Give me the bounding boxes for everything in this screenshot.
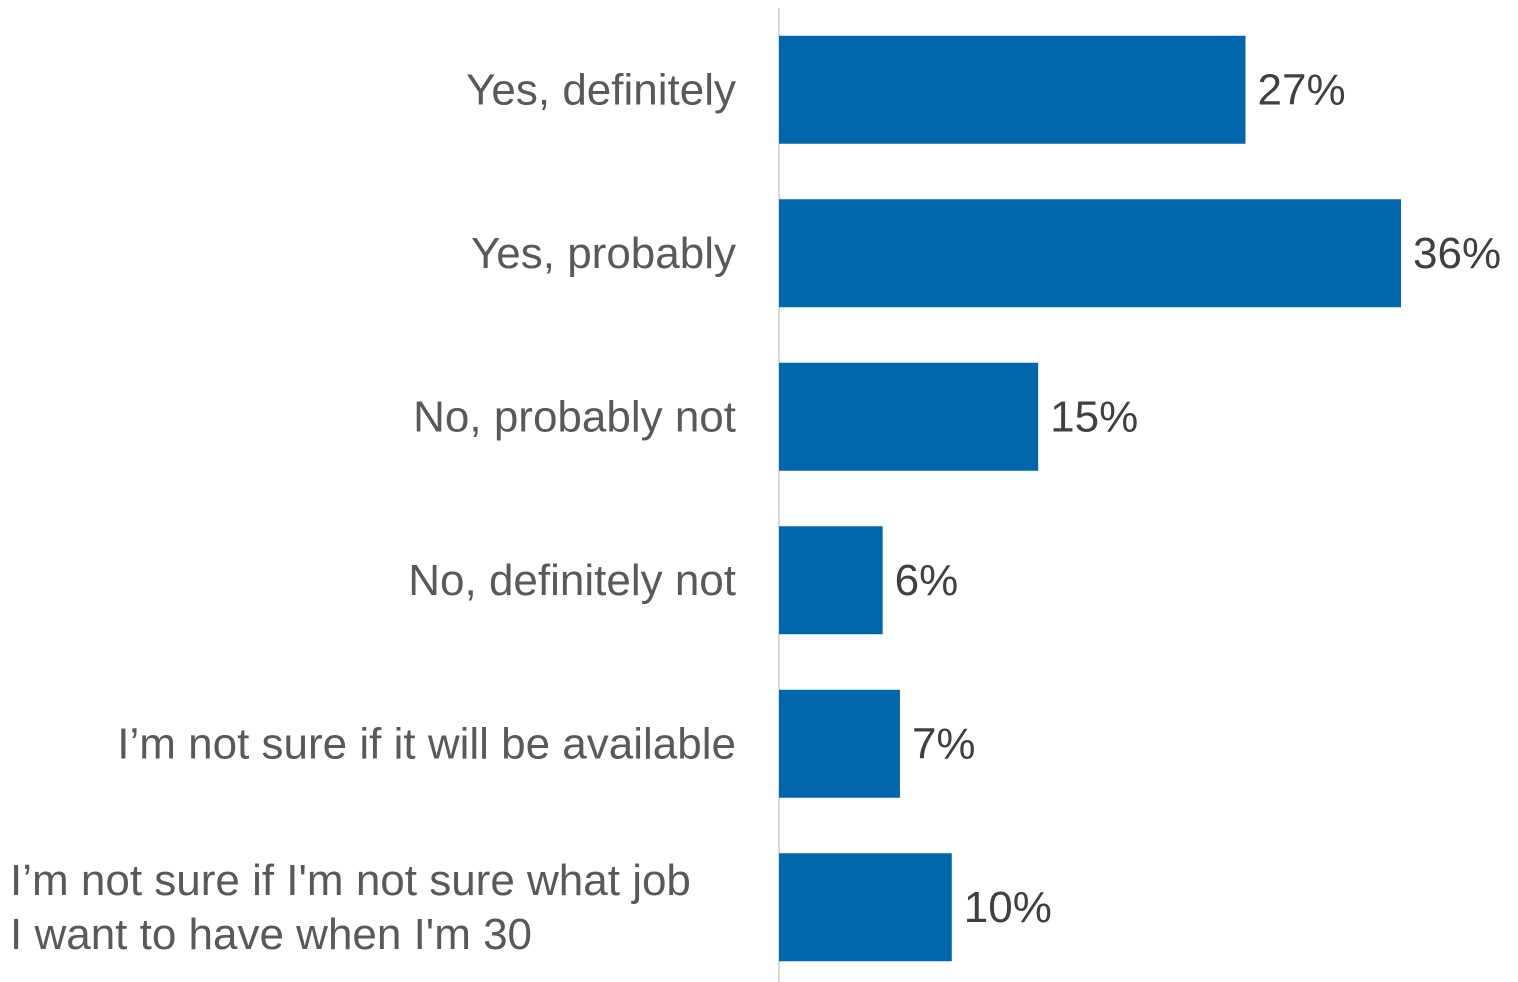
category-label-2-line-0: No, probably not [413, 392, 736, 441]
value-label-2: 15% [1050, 392, 1138, 441]
category-label-2: No, probably not [413, 392, 736, 441]
category-label-0: Yes, definitely [466, 65, 736, 114]
value-label-0: 27% [1258, 65, 1346, 114]
bar-1 [779, 199, 1401, 308]
bars-group [779, 35, 1401, 962]
category-label-3: No, definitely not [408, 556, 736, 605]
category-labels-group: Yes, definitely Yes, probably No, probably… [10, 65, 736, 959]
value-label-4: 7% [912, 719, 976, 768]
bar-0 [779, 35, 1246, 144]
bar-2 [779, 362, 1039, 471]
category-label-1: Yes, probably [471, 229, 736, 278]
category-label-4: I’m not sure if it will be available [117, 719, 736, 768]
value-label-1: 36% [1413, 229, 1501, 278]
value-labels-group: 27% 36% 15% 6% 7% 10% [895, 65, 1501, 932]
category-label-1-line-0: Yes, probably [471, 229, 736, 278]
category-label-3-line-0: No, definitely not [408, 556, 736, 605]
category-label-5-line-0: I’m not sure if I'm not sure what job [10, 856, 691, 905]
value-label-5: 10% [964, 883, 1052, 932]
bar-3 [779, 526, 883, 635]
category-label-5: I’m not sure if I'm not sure what job I w… [10, 856, 691, 959]
category-label-0-line-0: Yes, definitely [466, 65, 736, 114]
category-label-4-line-0: I’m not sure if it will be available [117, 719, 736, 768]
category-label-5-line-1: I want to have when I'm 30 [10, 910, 532, 959]
bar-4 [779, 689, 900, 798]
value-label-3: 6% [895, 556, 959, 605]
bar-5 [779, 853, 952, 962]
